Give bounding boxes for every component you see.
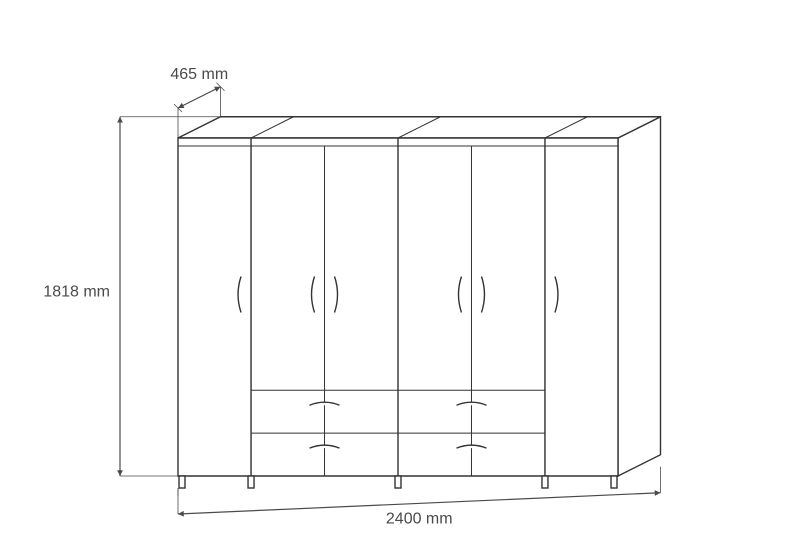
height-dimension-label: 1818 mm xyxy=(43,283,110,300)
wardrobe-cabinet xyxy=(178,117,661,488)
cabinet-foot xyxy=(179,476,185,488)
cabinet-foot xyxy=(611,476,617,488)
cabinet-foot xyxy=(395,476,401,488)
depth-dimension-label: 465 mm xyxy=(170,66,228,83)
cabinet-foot xyxy=(248,476,254,488)
cabinet-foot xyxy=(542,476,548,488)
wardrobe-technical-drawing: 1818 mm 2400 mm 465 mm xyxy=(0,0,800,533)
width-dimension-label: 2400 mm xyxy=(386,510,453,527)
